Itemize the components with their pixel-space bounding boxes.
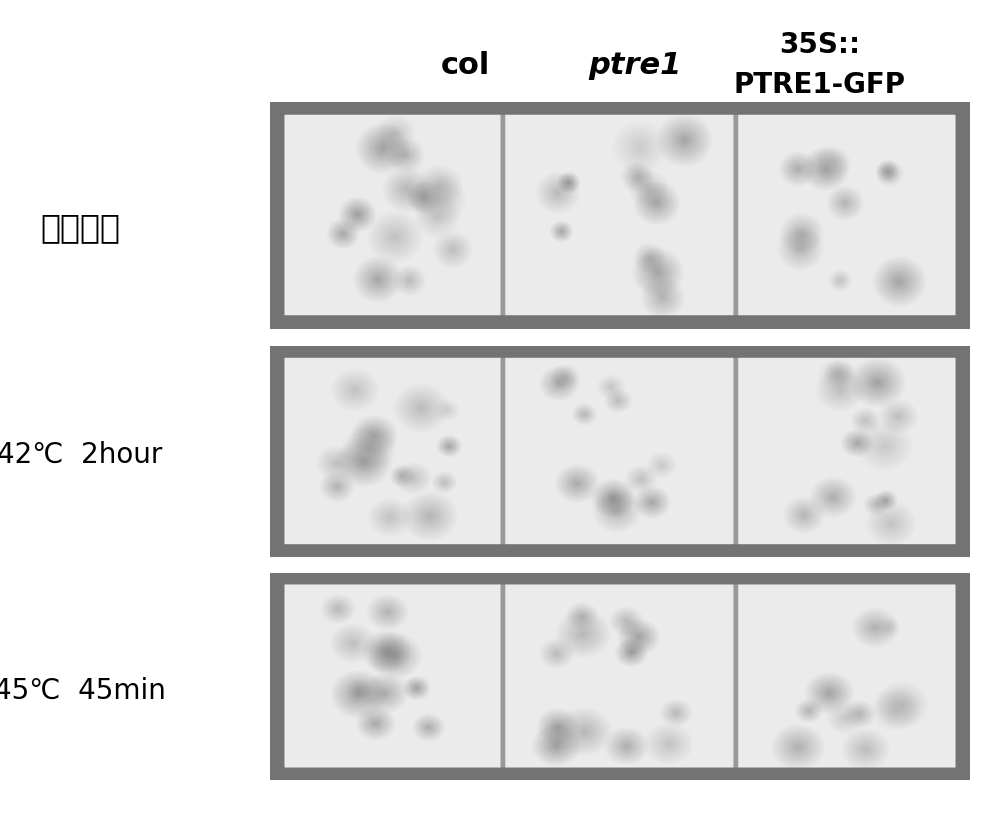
Text: 45℃  45min: 45℃ 45min (0, 677, 166, 705)
Text: col: col (440, 50, 490, 80)
Text: ptre1: ptre1 (588, 50, 682, 80)
Text: 正常条件: 正常条件 (40, 211, 120, 244)
Text: PTRE1-GFP: PTRE1-GFP (734, 72, 906, 99)
Text: 42℃  2hour: 42℃ 2hour (0, 441, 163, 469)
Text: 35S::: 35S:: (779, 31, 861, 59)
